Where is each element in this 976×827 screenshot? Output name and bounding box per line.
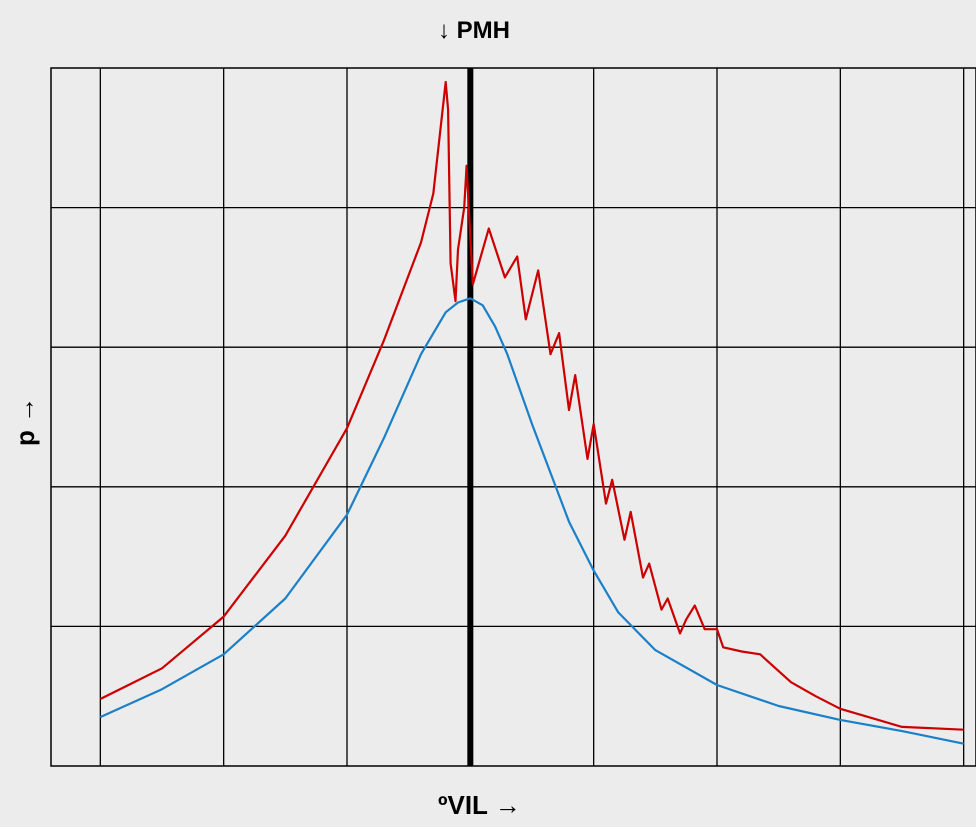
plot-border bbox=[50, 67, 976, 767]
pmh-label: ↓ PMH bbox=[438, 17, 510, 44]
y-axis-label: p → bbox=[10, 397, 40, 446]
grid bbox=[50, 67, 976, 767]
series-line-red bbox=[99, 80, 964, 731]
x-axis-label: ºVIL → bbox=[438, 790, 521, 820]
series-line-blue bbox=[99, 297, 964, 745]
